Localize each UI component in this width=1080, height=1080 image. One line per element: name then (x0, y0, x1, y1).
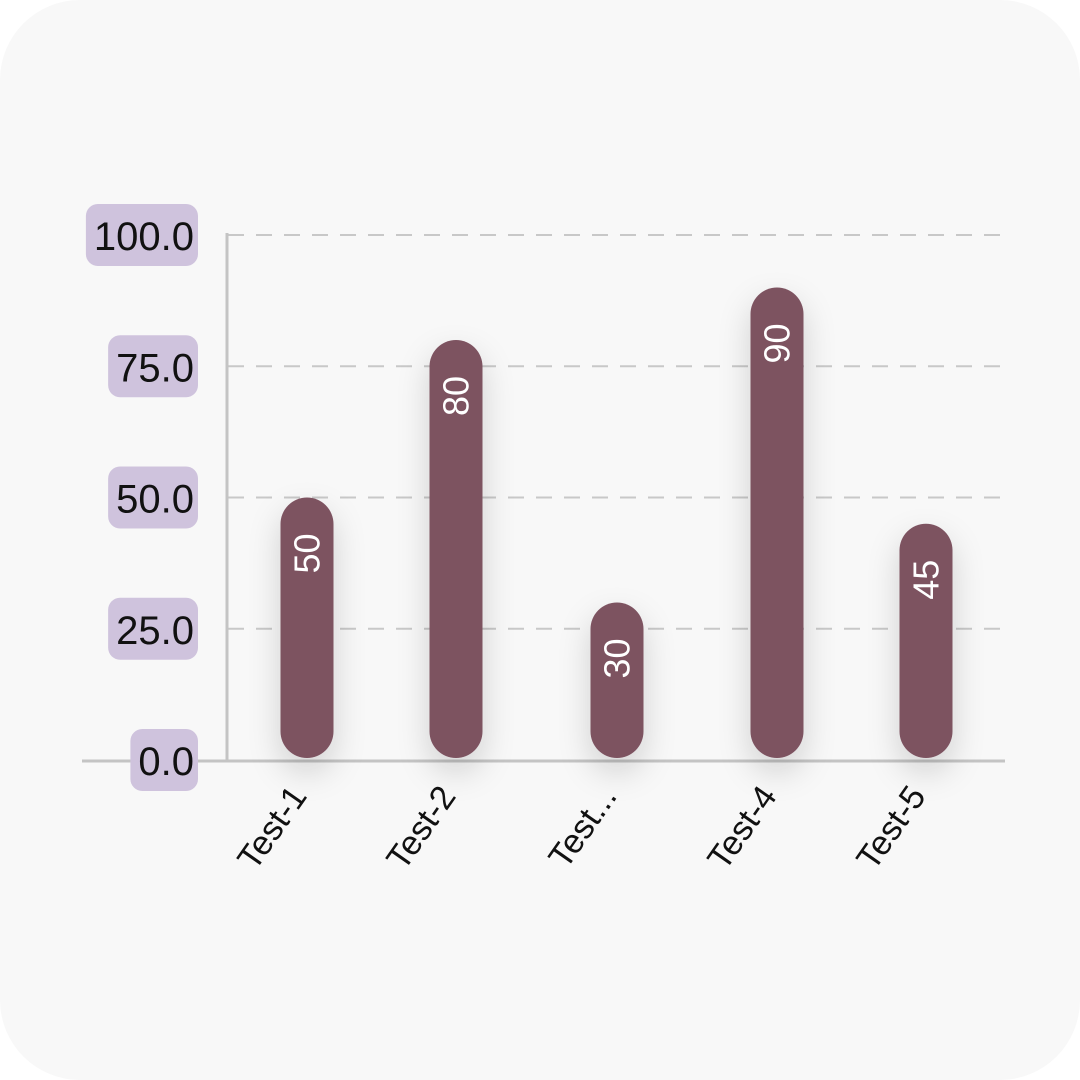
bar-value-label: 30 (597, 638, 638, 678)
bar-value-label: 80 (436, 376, 477, 416)
bar-value-label: 90 (757, 323, 798, 363)
bar-value-label: 45 (906, 560, 947, 600)
y-tick-label: 100.0 (94, 215, 194, 259)
y-tick: 100.0 (85, 204, 198, 266)
bar (750, 287, 804, 758)
x-tick-label: Test... (541, 779, 624, 875)
y-tick-label: 75.0 (116, 346, 194, 390)
y-tick-badge (108, 335, 198, 398)
y-tick-badge (130, 729, 198, 791)
bar-group: 30 (590, 602, 644, 758)
y-tick: 25.0 (108, 597, 198, 660)
y-tick-label: 50.0 (116, 478, 194, 522)
x-tick-label: Test-4 (700, 779, 784, 877)
y-tick-badge (85, 204, 198, 266)
bar (429, 340, 483, 758)
x-tick-label: Test-2 (379, 779, 463, 877)
y-tick-badge (108, 597, 198, 660)
y-tick-labels: 0.0 25.0 50.0 75.0 100.0 (85, 204, 198, 791)
y-tick-label: 25.0 (116, 609, 194, 653)
bar (280, 497, 334, 758)
x-tick-label: Test-1 (230, 779, 314, 877)
grid-lines (228, 234, 1005, 630)
bar-group: 90 (750, 287, 804, 758)
y-tick: 0.0 (130, 729, 198, 791)
y-tick: 75.0 (108, 335, 198, 398)
bar-group: 45 (899, 523, 953, 758)
x-tick-labels: Test-1 Test-2 Test... Test-4 Test-5 (230, 779, 933, 877)
bar-group: 50 (280, 497, 334, 758)
axes (82, 233, 1005, 763)
bar-group: 80 (429, 340, 483, 758)
bars: 50 80 30 90 45 (280, 287, 953, 758)
y-tick-badge (108, 466, 198, 529)
y-tick: 50.0 (108, 466, 198, 529)
bar (590, 602, 644, 758)
x-tick-label: Test-5 (849, 779, 933, 877)
bar (899, 523, 953, 758)
y-tick-label: 0.0 (138, 740, 194, 784)
bar-value-label: 50 (287, 533, 328, 573)
